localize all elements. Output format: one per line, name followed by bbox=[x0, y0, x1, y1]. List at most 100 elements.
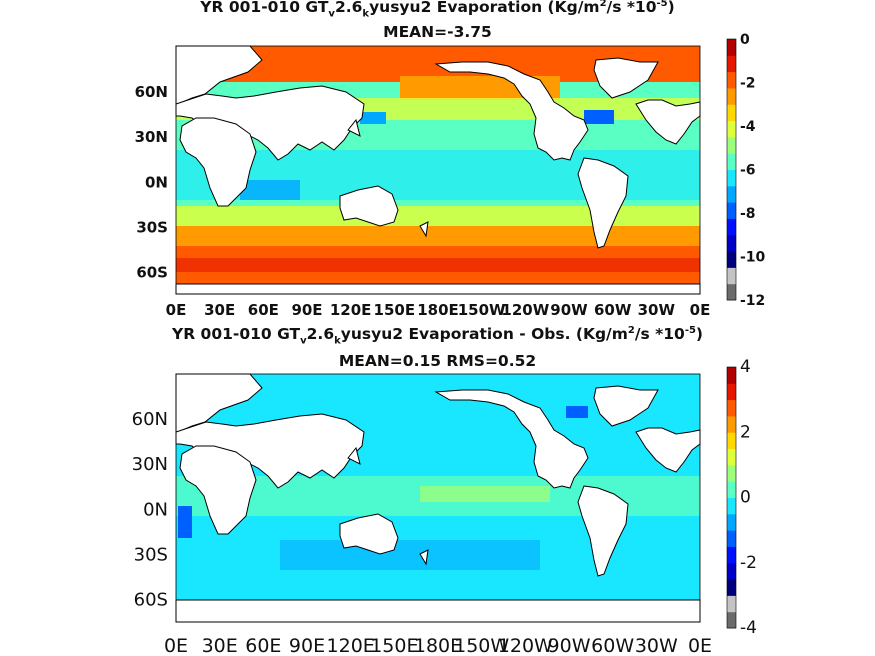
top-x-tick-label: 30W bbox=[638, 301, 676, 319]
bottom-colorbar-segment bbox=[727, 399, 736, 417]
bottom-x-tick-label: 90E bbox=[289, 635, 325, 656]
bottom-colorbar-segment bbox=[727, 367, 736, 384]
bottom-colorbar-tick-label: 4 bbox=[740, 357, 751, 377]
top-x-tick-label: 150E bbox=[374, 301, 416, 319]
bottom-x-tick-label: 150W bbox=[454, 635, 509, 656]
bottom-x-tick-label: 30E bbox=[202, 635, 238, 656]
top-colorbar-segment bbox=[727, 87, 736, 105]
bottom-y-tick-labels: 60N 30N 0N 30S 60S bbox=[132, 409, 168, 610]
bottom-x-tick-label: 90W bbox=[548, 635, 591, 656]
top-colorbar-segment bbox=[727, 185, 736, 203]
top-x-tick-label: 90W bbox=[550, 301, 588, 319]
bottom-chart-subtitle: MEAN=0.15 RMS=0.52 bbox=[338, 352, 537, 370]
top-colorbar-tick-label: -8 bbox=[740, 206, 756, 222]
bottom-x-tick-label: 120W bbox=[498, 635, 553, 656]
top-x-tick-label: 60E bbox=[248, 301, 279, 319]
bottom-colorbar-tick-label: -4 bbox=[740, 618, 757, 638]
bottom-x-tick-label: 0E bbox=[164, 635, 188, 656]
bottom-patch-pacific bbox=[420, 486, 550, 502]
bottom-colorbar-segment bbox=[727, 383, 736, 401]
top-colorbar-tick-label: -2 bbox=[740, 76, 756, 92]
top-colorbar: 0 -2 -4 -6 -8 -10 -12 bbox=[726, 32, 766, 309]
bottom-y-tick-label: 30S bbox=[134, 544, 168, 565]
top-colorbar-tick-label: 0 bbox=[740, 32, 750, 48]
top-colorbar-segment bbox=[727, 104, 736, 122]
top-x-tick-label: 90E bbox=[291, 301, 322, 319]
bottom-x-tick-label: 180E bbox=[414, 635, 462, 656]
top-colorbar-segment bbox=[727, 283, 736, 301]
top-x-tick-label: 120E bbox=[330, 301, 372, 319]
bottom-x-tick-label: 60W bbox=[591, 635, 634, 656]
top-colorbar-segment bbox=[727, 202, 736, 219]
bottom-colorbar-tick-label: 0 bbox=[740, 488, 751, 508]
top-y-tick-label: 30N bbox=[135, 128, 168, 146]
top-x-tick-label: 180E bbox=[417, 301, 459, 319]
top-x-tick-label: 150W bbox=[458, 301, 506, 319]
top-y-tick-label: 60S bbox=[136, 263, 168, 281]
top-x-tick-label: 120W bbox=[501, 301, 549, 319]
bottom-colorbar-segment bbox=[727, 546, 736, 564]
bottom-y-tick-label: 30N bbox=[132, 454, 168, 475]
bottom-colorbar-tick-label: -2 bbox=[740, 553, 757, 573]
top-patch-gulf bbox=[584, 110, 614, 124]
top-patch-kuroshio bbox=[360, 112, 386, 124]
top-colorbar-segment bbox=[727, 71, 736, 89]
top-chart-subtitle: MEAN=-3.75 bbox=[383, 23, 492, 41]
top-y-tick-label: 30S bbox=[136, 218, 168, 236]
bottom-colorbar-segment bbox=[727, 464, 736, 482]
bottom-y-tick-label: 60S bbox=[134, 589, 168, 610]
bottom-colorbar-segment bbox=[727, 562, 736, 580]
bottom-map bbox=[175, 373, 701, 623]
top-colorbar-segment bbox=[727, 120, 736, 138]
top-x-tick-label: 30E bbox=[204, 301, 235, 319]
bottom-colorbar-segment bbox=[727, 579, 736, 596]
top-band-southern-core bbox=[176, 258, 700, 272]
bottom-patch-south bbox=[280, 540, 540, 570]
bottom-x-tick-label: 60E bbox=[245, 635, 281, 656]
bottom-colorbar-segment bbox=[727, 497, 736, 515]
bottom-colorbar-tick-label: 2 bbox=[740, 422, 751, 442]
bottom-patch-benguela bbox=[178, 506, 192, 538]
bottom-y-tick-label: 0N bbox=[143, 499, 168, 520]
bottom-y-tick-label: 60N bbox=[132, 409, 168, 430]
top-colorbar-tick-label: -10 bbox=[740, 250, 766, 266]
top-colorbar-segment bbox=[727, 169, 736, 187]
top-x-tick-label: 0E bbox=[166, 301, 187, 319]
top-colorbar-segment bbox=[727, 55, 736, 73]
bottom-x-tick-label: 120E bbox=[327, 635, 375, 656]
bottom-colorbar-segment bbox=[727, 530, 736, 547]
top-colorbar-tick-label: -4 bbox=[740, 119, 756, 135]
top-y-tick-label: 60N bbox=[135, 83, 168, 101]
top-colorbar-segment bbox=[727, 39, 736, 56]
top-patch-indian bbox=[240, 180, 300, 200]
bottom-colorbar-segment bbox=[727, 448, 736, 466]
bottom-patch-gulf bbox=[566, 406, 588, 418]
top-colorbar-segment bbox=[727, 136, 736, 154]
top-chart-title: YR 001-010 GTv2.6kyusyu2 Evaporation (Kg… bbox=[200, 0, 675, 20]
bottom-colorbar-segment bbox=[727, 415, 736, 433]
top-colorbar-tick-label: -12 bbox=[740, 293, 765, 309]
bottom-colorbar-segment bbox=[727, 481, 736, 498]
top-colorbar-segment bbox=[727, 267, 736, 285]
bottom-colorbar-segment bbox=[727, 595, 736, 613]
top-colorbar-segment bbox=[727, 153, 736, 170]
bottom-x-tick-label: 150E bbox=[370, 635, 418, 656]
top-colorbar-tick-label: -6 bbox=[740, 163, 756, 179]
bottom-map-frame bbox=[175, 373, 701, 623]
top-x-tick-label: 0E bbox=[690, 301, 711, 319]
top-colorbar-frame bbox=[726, 38, 737, 301]
bottom-colorbar-segment bbox=[727, 513, 736, 531]
top-colorbar-segment bbox=[727, 234, 736, 252]
bottom-colorbar-segment bbox=[727, 611, 736, 629]
bottom-colorbar: 4 2 0 -2 -4 bbox=[726, 357, 757, 638]
top-colorbar-segment bbox=[727, 218, 736, 236]
bottom-colorbar-frame bbox=[726, 366, 737, 629]
top-band-south-mid bbox=[176, 206, 700, 228]
bottom-x-tick-label: 0E bbox=[688, 635, 712, 656]
top-colorbar-segment bbox=[727, 251, 736, 268]
bottom-colorbar-segment bbox=[727, 432, 736, 450]
top-y-tick-labels: 60N 30N 0N 30S 60S bbox=[135, 83, 168, 281]
top-map-frame bbox=[175, 45, 701, 295]
